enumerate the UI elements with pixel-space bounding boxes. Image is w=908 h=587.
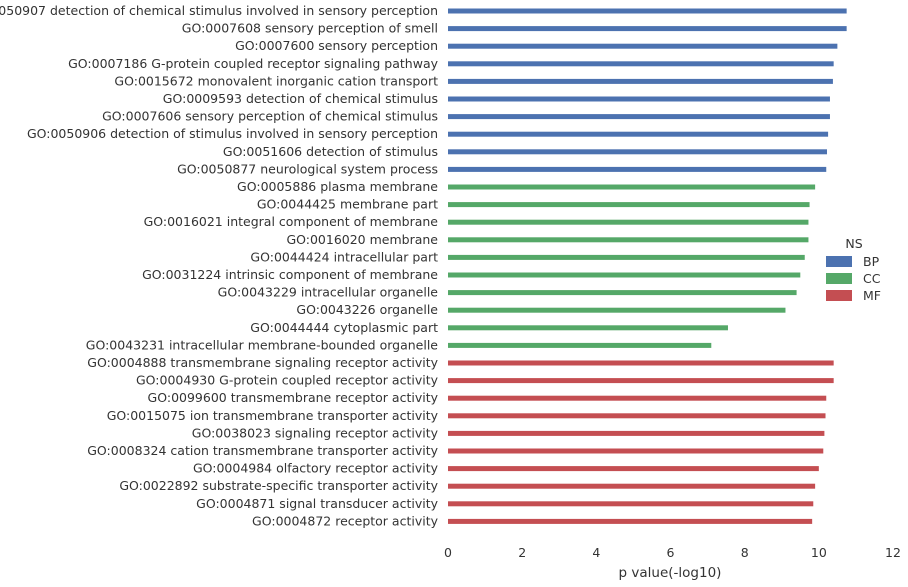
category-label: GO:0015672 monovalent inorganic cation t… bbox=[114, 73, 438, 88]
bar-mf bbox=[448, 413, 826, 419]
category-label: GO:0008324 cation transmembrane transpor… bbox=[87, 443, 438, 458]
bar-cc bbox=[448, 290, 797, 296]
bar-cc bbox=[448, 272, 801, 278]
category-label: GO:0031224 intrinsic component of membra… bbox=[142, 267, 438, 282]
category-label: GO:0050907 detection of chemical stimulu… bbox=[0, 3, 438, 18]
bar-mf bbox=[448, 430, 825, 436]
x-axis-title: p value(-log10) bbox=[619, 565, 722, 581]
category-label: GO:0050877 neurological system process bbox=[177, 161, 438, 176]
bar-bp bbox=[448, 96, 830, 102]
legend-label-bp: BP bbox=[863, 254, 880, 269]
category-label: GO:0007186 G-protein coupled receptor si… bbox=[68, 56, 439, 71]
category-label: GO:0007608 sensory perception of smell bbox=[182, 21, 438, 36]
x-tick-label: 6 bbox=[667, 545, 675, 560]
category-labels: GO:0050907 detection of chemical stimulu… bbox=[0, 3, 439, 528]
bar-mf bbox=[448, 483, 816, 489]
bar-cc bbox=[448, 342, 712, 348]
bar-bp bbox=[448, 131, 829, 137]
bar-bp bbox=[448, 114, 830, 120]
category-label: GO:0009593 detection of chemical stimulu… bbox=[163, 91, 438, 106]
bars bbox=[448, 8, 847, 524]
category-label: GO:0038023 signaling receptor activity bbox=[192, 425, 439, 440]
x-axis: p value(-log10) 0 2 4 6 8 10 12 bbox=[444, 545, 901, 581]
legend-title: NS bbox=[845, 236, 862, 251]
x-tick-label: 0 bbox=[444, 545, 452, 560]
legend-swatch-bp bbox=[826, 256, 852, 267]
bar-mf bbox=[448, 448, 824, 454]
category-label: GO:0043226 organelle bbox=[296, 302, 438, 317]
category-label: GO:0007606 sensory perception of chemica… bbox=[102, 109, 438, 124]
legend-label-cc: CC bbox=[863, 271, 881, 286]
legend-label-mf: MF bbox=[863, 288, 881, 303]
category-label: GO:0099600 transmembrane receptor activi… bbox=[148, 390, 439, 405]
bar-cc bbox=[448, 202, 810, 208]
category-label: GO:0004984 olfactory receptor activity bbox=[193, 461, 439, 476]
category-label: GO:0044444 cytoplasmic part bbox=[250, 320, 438, 335]
bar-cc bbox=[448, 325, 728, 331]
category-label: GO:0007600 sensory perception bbox=[235, 38, 438, 53]
bar-cc bbox=[448, 184, 816, 190]
category-label: GO:0050906 detection of stimulus involve… bbox=[27, 126, 438, 141]
category-label: GO:0016020 membrane bbox=[286, 232, 438, 247]
legend-swatch-cc bbox=[826, 273, 852, 284]
bar-cc bbox=[448, 237, 809, 243]
category-label: GO:0044424 intracellular part bbox=[250, 249, 438, 264]
bar-cc bbox=[448, 254, 805, 260]
bar-mf bbox=[448, 360, 834, 366]
x-tick-label: 12 bbox=[885, 545, 901, 560]
bar-bp bbox=[448, 61, 834, 67]
bar-bp bbox=[448, 149, 827, 155]
bar-cc bbox=[448, 307, 786, 313]
bar-mf bbox=[448, 378, 834, 384]
category-label: GO:0004888 transmembrane signaling recep… bbox=[87, 355, 438, 370]
x-tick-label: 2 bbox=[518, 545, 526, 560]
category-label: GO:0015075 ion transmembrane transporter… bbox=[107, 408, 439, 423]
category-label: GO:0044425 membrane part bbox=[257, 197, 438, 212]
bar-bp bbox=[448, 78, 833, 84]
x-tick-label: 10 bbox=[811, 545, 827, 560]
bar-bp bbox=[448, 43, 838, 49]
category-label: GO:0004872 receptor activity bbox=[252, 513, 439, 528]
category-label: GO:0004930 G-protein coupled receptor ac… bbox=[136, 373, 439, 388]
legend: NS BP CC MF bbox=[826, 236, 881, 303]
category-label: GO:0022892 substrate-specific transporte… bbox=[119, 478, 438, 493]
bar-bp bbox=[448, 26, 847, 32]
bar-bp bbox=[448, 8, 847, 14]
x-tick-label: 4 bbox=[592, 545, 600, 560]
bar-mf bbox=[448, 466, 819, 472]
category-label: GO:0043229 intracellular organelle bbox=[218, 285, 439, 300]
category-label: GO:0016021 integral component of membran… bbox=[144, 214, 439, 229]
bar-cc bbox=[448, 219, 809, 225]
category-label: GO:0043231 intracellular membrane-bounde… bbox=[86, 337, 439, 352]
legend-swatch-mf bbox=[826, 290, 852, 301]
bar-mf bbox=[448, 395, 827, 401]
category-label: GO:0051606 detection of stimulus bbox=[223, 144, 438, 159]
bar-mf bbox=[448, 518, 813, 524]
bar-bp bbox=[448, 166, 827, 172]
category-label: GO:0004871 signal transducer activity bbox=[196, 496, 438, 511]
category-label: GO:0005886 plasma membrane bbox=[237, 179, 438, 194]
x-tick-label: 8 bbox=[741, 545, 749, 560]
bar-mf bbox=[448, 501, 814, 507]
